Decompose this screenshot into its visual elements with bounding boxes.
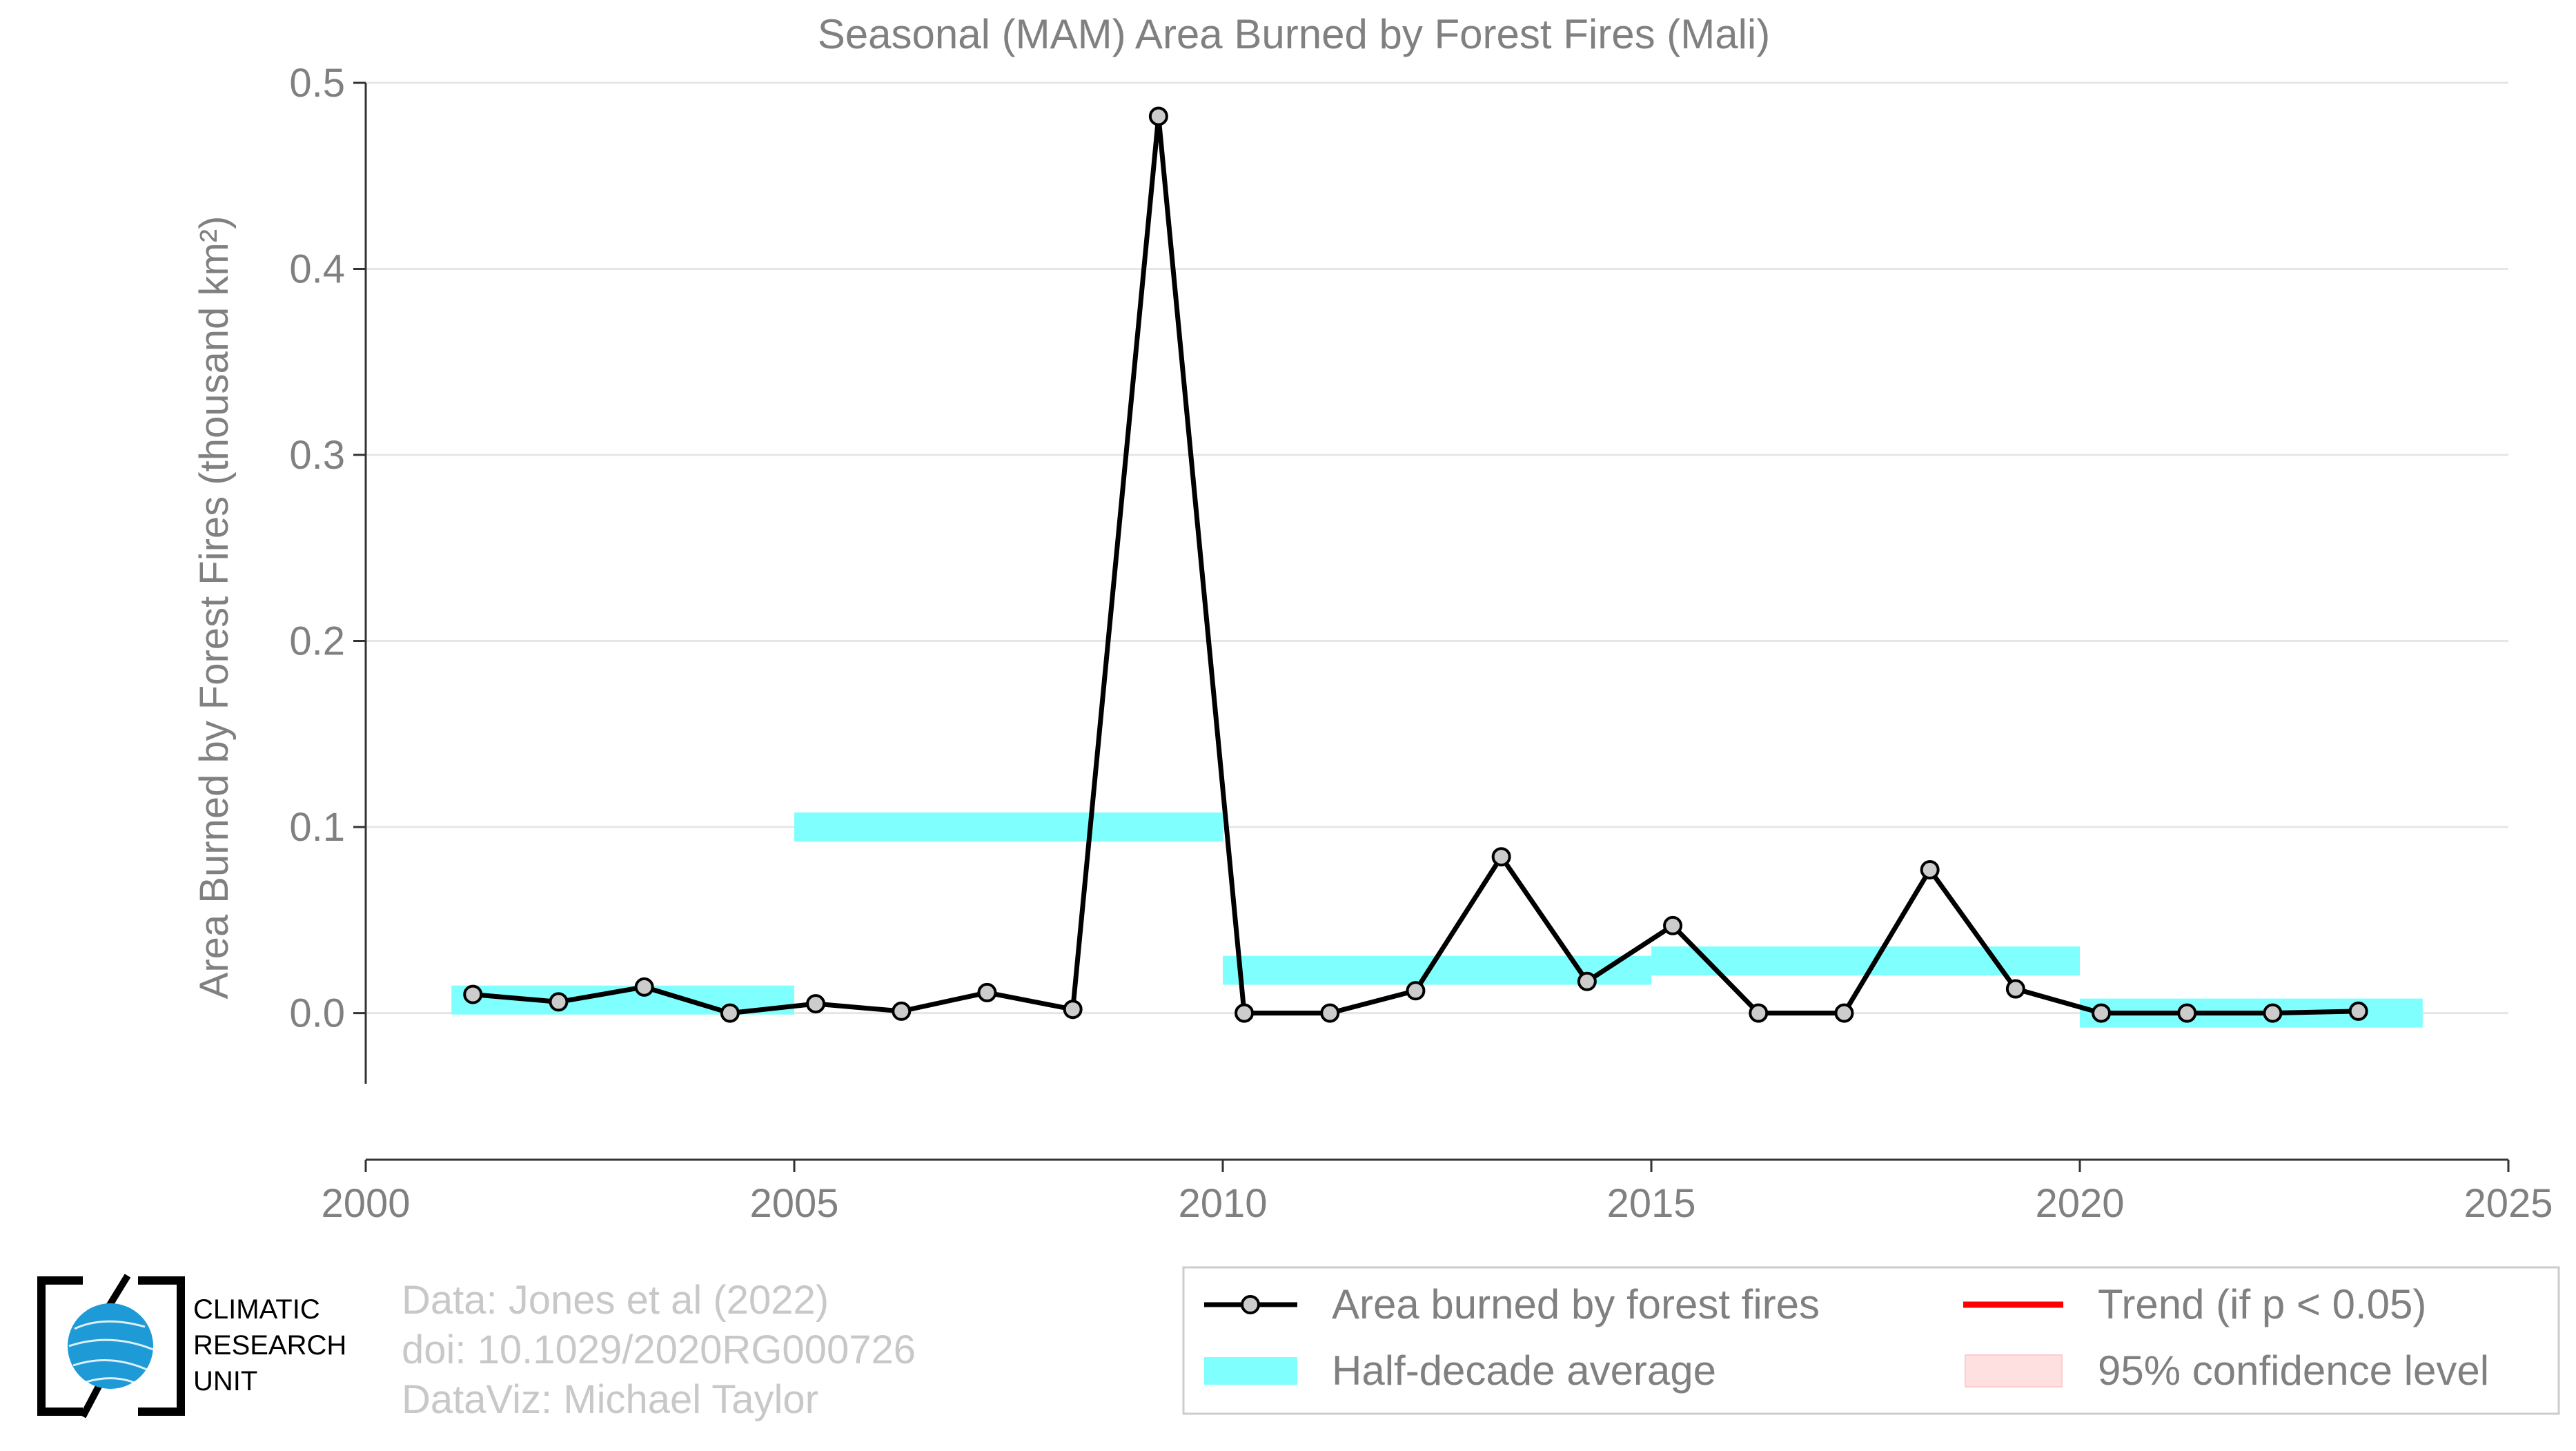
x-tick-label: 2000 (321, 1181, 410, 1226)
logo-text-line1: CLIMATIC (193, 1294, 320, 1325)
y-tick-label: 0.2 (289, 619, 345, 664)
cru-logo: CLIMATIC RESEARCH UNIT (37, 1274, 346, 1419)
credit-doi: doi: 10.1029/2020RG000726 (402, 1327, 916, 1372)
legend-box (1182, 1266, 2560, 1415)
legend-label-band: Half-decade average (1332, 1347, 1716, 1394)
chart-title: Seasonal (MAM) Area Burned by Forest Fir… (818, 11, 1770, 57)
y-tick-label: 0.5 (289, 61, 345, 106)
x-tick-label: 2015 (1606, 1181, 1695, 1226)
data-point (1148, 106, 1168, 126)
legend-swatch-marker (1241, 1295, 1260, 1314)
legend-label-confidence: 95% confidence level (2098, 1347, 2489, 1394)
axes: 0.0 0.1 0.2 0.3 0.4 0.5 2000 2005 2010 2015 2020 20… (289, 61, 2553, 1226)
data-point (463, 984, 483, 1004)
half-decade-bands (451, 812, 2423, 1028)
data-point (1235, 1003, 1255, 1023)
y-tick-label: 0.1 (289, 805, 345, 850)
logo-bracket-left (37, 1276, 83, 1416)
data-point (2263, 1003, 2283, 1023)
data-point (1577, 971, 1597, 991)
legend: Area burned by forest fires Trend (if p … (1182, 1266, 2560, 1415)
half-decade-band (794, 812, 1223, 842)
x-tick-label: 2020 (2035, 1181, 2124, 1226)
data-point (2092, 1003, 2112, 1023)
legend-label-series: Area burned by forest fires (1332, 1281, 1820, 1327)
data-point (1749, 1003, 1769, 1023)
data-point (2177, 1003, 2197, 1023)
data-point (1491, 847, 1511, 867)
data-point (1920, 860, 1940, 880)
legend-label-trend: Trend (if p < 0.05) (2098, 1281, 2426, 1327)
series-line-layer (472, 114, 2359, 1016)
data-point (720, 1003, 740, 1023)
y-tick-label: 0.3 (289, 433, 345, 478)
series-markers (463, 106, 2368, 1023)
legend-swatch-band (1204, 1357, 1297, 1385)
logo-text-line2: RESEARCH (193, 1330, 346, 1361)
logo-bracket-right (138, 1276, 185, 1416)
data-point (2005, 979, 2025, 999)
x-tick-label: 2025 (2464, 1181, 2553, 1226)
legend-swatch-confidence (1965, 1354, 2063, 1387)
y-axis-label: Area Burned by Forest Fires (thousand km… (192, 216, 237, 1000)
data-point (806, 994, 826, 1014)
x-tick-label: 2005 (749, 1181, 838, 1226)
data-point (977, 982, 997, 1002)
y-tick-label: 0.4 (289, 247, 345, 292)
data-point (2348, 1001, 2368, 1021)
credit-data-source: Data: Jones et al (2022) (402, 1278, 829, 1323)
globe-contour-lines (68, 1320, 154, 1385)
data-point (1834, 1003, 1854, 1023)
data-point (1063, 1000, 1083, 1020)
x-tick-label: 2010 (1178, 1181, 1267, 1226)
logo-text-line3: UNIT (193, 1366, 257, 1396)
credit-dataviz: DataViz: Michael Taylor (402, 1377, 818, 1422)
half-decade-band (1651, 946, 2080, 976)
series-line (472, 114, 2359, 1016)
data-point (1406, 981, 1426, 1001)
grid-lines (366, 81, 2508, 1015)
y-tick-label: 0.0 (289, 991, 345, 1036)
data-point (1320, 1003, 1340, 1023)
data-point (634, 977, 654, 997)
data-point (892, 1001, 912, 1021)
data-point (1663, 915, 1683, 935)
data-point (549, 992, 569, 1012)
